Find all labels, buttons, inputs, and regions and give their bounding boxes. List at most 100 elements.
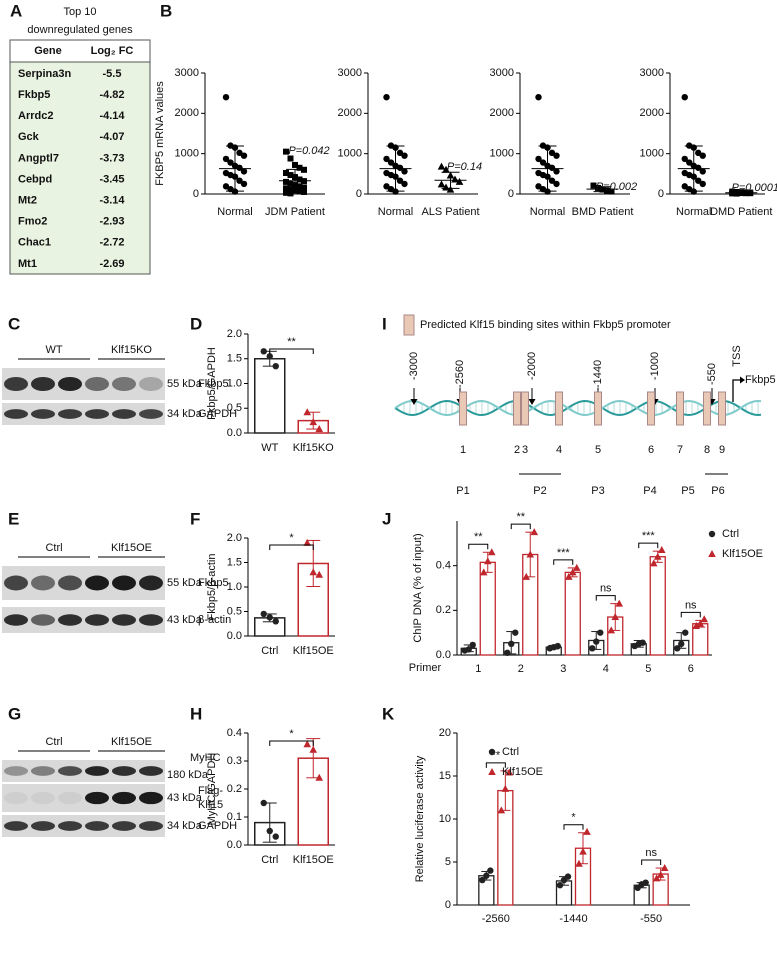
significance-bracket (510, 523, 531, 530)
x-tick-label: Klf15OE (293, 645, 334, 657)
x-tick-label: Ctrl (261, 645, 278, 657)
table-cell: -5.5 (103, 68, 122, 80)
data-point (681, 94, 688, 101)
data-point (686, 159, 693, 166)
blot-strip (2, 566, 165, 600)
data-point (272, 362, 279, 370)
data-point (287, 190, 294, 197)
blot-label: GAPDH (198, 408, 237, 420)
table-cell: Arrdc2 (18, 110, 53, 122)
binding-site (676, 391, 684, 426)
y-tick-label: 1000 (490, 148, 514, 160)
data-point (579, 847, 587, 855)
table-cell: Mt2 (18, 195, 37, 207)
blot-strip (2, 760, 165, 782)
position-label: -2560 (454, 360, 466, 388)
blot-band (4, 766, 28, 776)
y-tick-label: 1.5 (227, 353, 242, 365)
position-label: -1000 (649, 352, 661, 380)
data-point (287, 180, 294, 187)
blot-strip (2, 784, 165, 812)
blot-group-label: Ctrl (45, 542, 62, 554)
table-header-cell: Log₂ FC (91, 45, 134, 57)
blot-band (4, 575, 28, 591)
arrow-head (528, 399, 536, 405)
data-point (535, 155, 542, 163)
bar (649, 556, 666, 656)
legend-swatch (708, 550, 716, 557)
data-point (296, 176, 303, 183)
data-point (699, 152, 706, 159)
table-body (9, 39, 151, 275)
data-point (657, 546, 666, 554)
data-point (479, 568, 488, 576)
data-point (283, 148, 289, 155)
table-title: downregulated genes (27, 24, 133, 36)
blot-band (58, 376, 82, 392)
data-point (604, 187, 610, 194)
y-tick-label: 0.0 (227, 839, 242, 851)
data-point (568, 568, 577, 576)
significance-label: * (289, 532, 294, 544)
blot-band (31, 376, 55, 392)
data-point (504, 649, 511, 656)
data-point (465, 646, 472, 653)
y-tick-label: 0.4 (227, 727, 242, 739)
site-label: 1 (460, 444, 466, 456)
y-tick-label: 2000 (640, 107, 664, 119)
blot-group-label: WT (45, 344, 62, 356)
x-tick-label: WT (261, 442, 278, 454)
position-label: -2000 (526, 352, 538, 380)
primer-label: P3 (591, 485, 604, 497)
blot-marker: 180 kDa (167, 769, 209, 781)
binding-site (555, 391, 563, 426)
significance-label: * (289, 728, 294, 740)
data-point (695, 164, 702, 171)
blot-band (139, 791, 163, 805)
significance-bracket (269, 544, 314, 550)
y-tick-label: 0.2 (436, 604, 451, 616)
table-cell: Chac1 (18, 237, 51, 249)
blot-band (31, 409, 55, 419)
data-point (508, 640, 515, 648)
y-tick-label: 15 (439, 770, 451, 782)
data-point (699, 180, 706, 188)
table-cell: -3.73 (99, 152, 124, 164)
data-point (575, 859, 583, 867)
binding-site (521, 391, 529, 426)
x-tick-label: Ctrl (261, 854, 278, 866)
data-point (266, 614, 273, 621)
data-point (660, 864, 669, 872)
data-point (497, 806, 506, 814)
blot-band (4, 376, 28, 392)
binding-site (703, 391, 711, 426)
data-point (593, 638, 600, 645)
data-point (597, 629, 604, 636)
data-point (387, 159, 395, 166)
data-point (556, 882, 564, 889)
data-point (401, 180, 408, 188)
table-cell: -4.14 (99, 110, 125, 122)
data-point (315, 570, 324, 578)
x-tick-label: JDM Patient (265, 206, 325, 218)
blot-marker: 34 kDa (167, 820, 203, 832)
x-tick-label: ALS Patient (421, 206, 479, 218)
data-point (401, 168, 408, 175)
y-tick-label: 3000 (490, 67, 514, 79)
data-point (227, 159, 234, 166)
blot-band (85, 791, 109, 805)
data-point (309, 568, 318, 576)
significance-bracket (563, 824, 584, 830)
legend-label: Klf15OE (722, 548, 763, 560)
data-point (526, 550, 535, 558)
data-point (553, 168, 560, 175)
significance-label: ** (516, 511, 525, 523)
binding-site (513, 391, 521, 426)
blot-label: Fkbp5 (198, 378, 229, 390)
binding-site (718, 391, 726, 426)
significance-bracket (269, 348, 314, 354)
y-tick-label: 3000 (640, 67, 664, 79)
data-point (287, 172, 294, 179)
table-title: Top 10 (63, 6, 96, 18)
significance-label: *** (557, 547, 571, 559)
